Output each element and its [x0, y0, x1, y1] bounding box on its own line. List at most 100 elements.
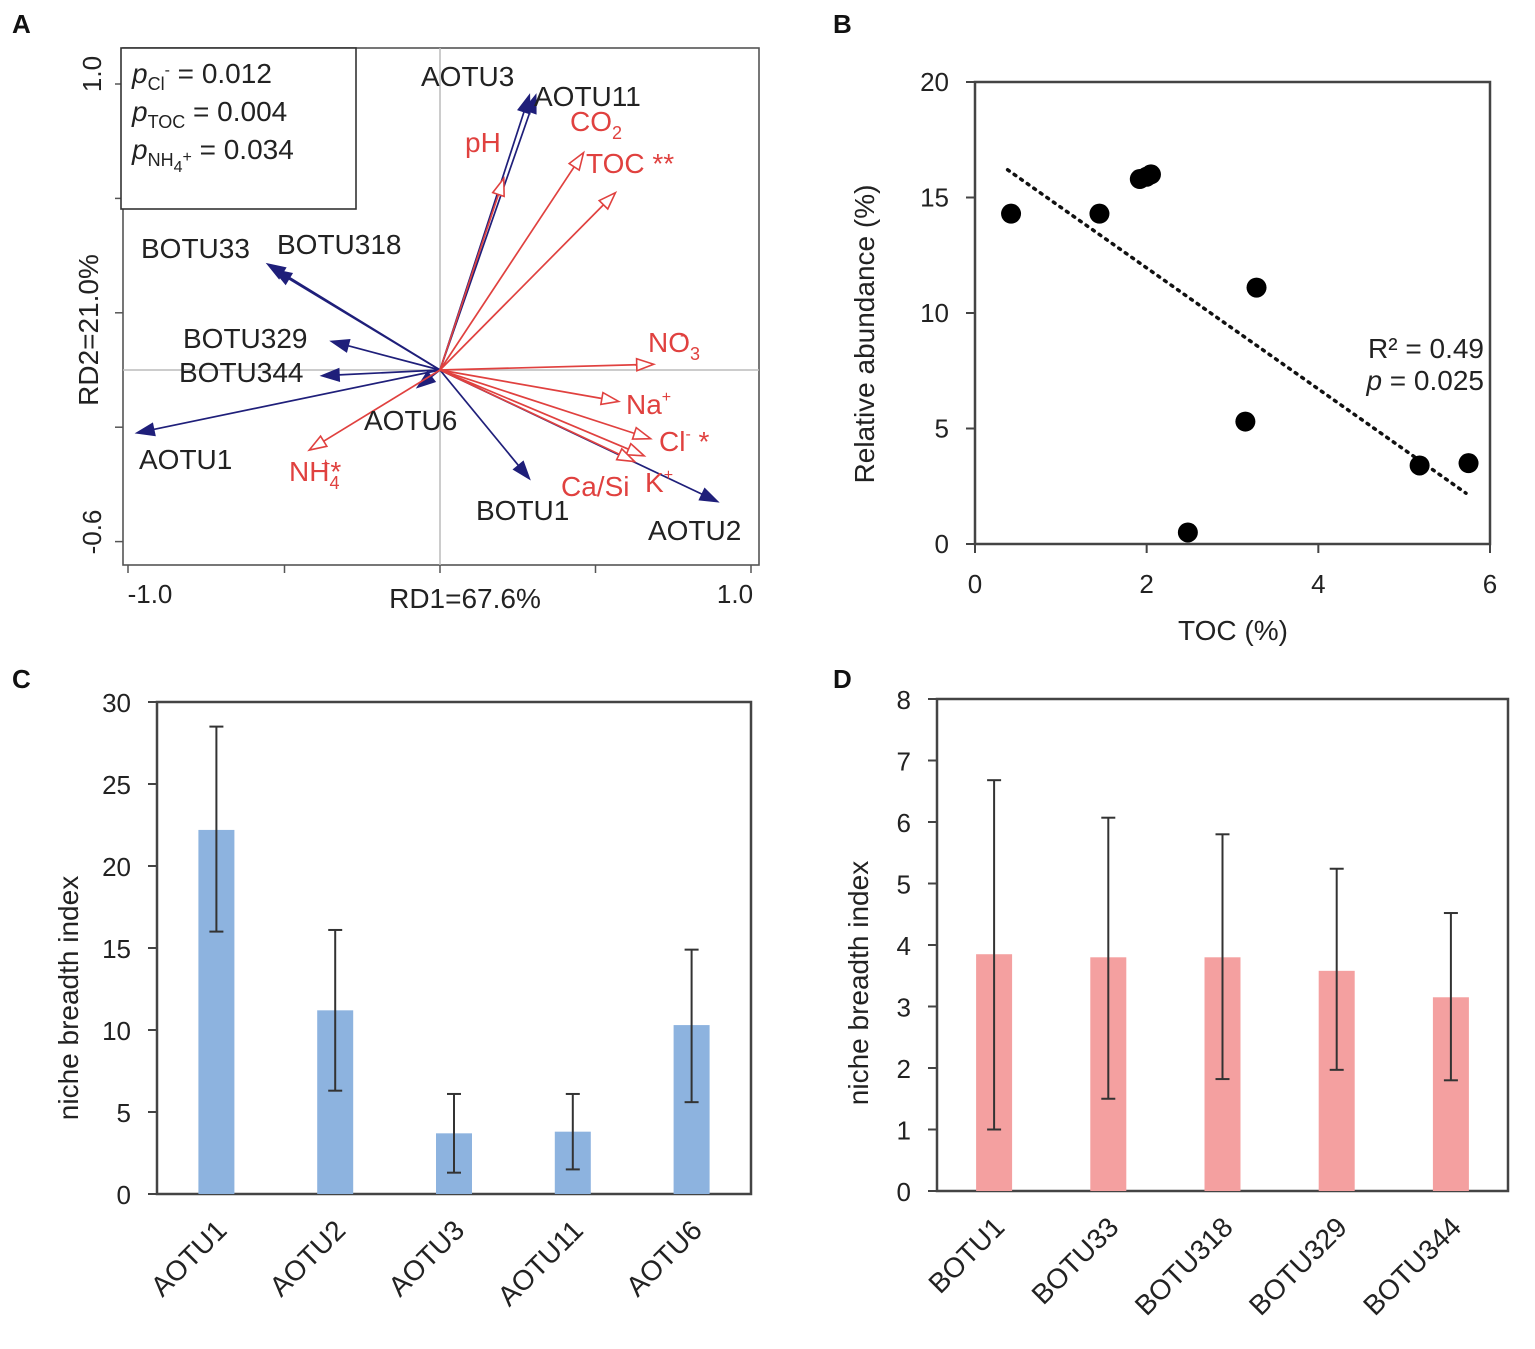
aotu-y-tick-label: 20 — [102, 852, 131, 882]
panel-label-a: A — [12, 9, 31, 39]
toc-scatter-plot: 0 2 4 6 0 5 10 15 20 R² = 0.49 p = 0.025 TOC (%)… — [849, 67, 1497, 646]
rda-biplot: pCl- = 0.012 pTOC = 0.004 pNH4+ = 0.034 … — [73, 47, 760, 614]
species-botu329-vector — [347, 344, 441, 371]
scatter-x-axis-label: TOC (%) — [1178, 615, 1288, 646]
botu-x-tick-label-botu1: BOTU1 — [922, 1211, 1010, 1299]
botu-y-tick-label: 0 — [897, 1177, 911, 1207]
species-aotu6-arrowhead — [415, 370, 437, 389]
rda-x-tick-min: -1.0 — [128, 579, 173, 609]
env-ph-vector — [439, 194, 500, 371]
species-label-aotu11: AOTU11 — [534, 81, 641, 112]
botu-bars: BOTU1 BOTU33 BOTU318 BOTU329 BOTU344 — [922, 779, 1469, 1321]
env-k-vector — [439, 369, 629, 450]
species-label-botu344: BOTU344 — [179, 357, 304, 388]
scatter-trendline — [1005, 168, 1468, 495]
env-ca-si-arrowhead — [615, 447, 637, 463]
species-botu1-arrowhead — [512, 460, 531, 481]
env-nh4-arrowhead — [307, 434, 329, 452]
rda-y-tick-max: 1.0 — [77, 56, 107, 92]
env-cl-vector — [439, 369, 635, 435]
env-label-na: Na+ — [626, 389, 671, 420]
aotu-y-tick-label: 0 — [117, 1180, 131, 1210]
aotu-y-tick-label: 15 — [102, 934, 131, 964]
env-co2-vector — [439, 166, 575, 371]
aotu-x-tick-label-aotu1: AOTU1 — [145, 1214, 233, 1302]
env-no3-arrowhead — [635, 357, 657, 372]
scatter-point — [1246, 277, 1267, 298]
env-nh4-vector — [323, 369, 441, 442]
species-botu329-arrowhead — [329, 339, 351, 353]
scatter-r2-annotation: R² = 0.49 — [1368, 333, 1484, 364]
env-label-ph: pH — [465, 127, 501, 158]
species-botu344-arrowhead — [319, 367, 341, 382]
species-label-aotu6: AOTU6 — [364, 405, 457, 436]
panel-label-d: D — [833, 664, 852, 694]
species-label-botu329: BOTU329 — [183, 323, 308, 354]
env-label-cl: Cl- * — [659, 426, 710, 457]
env-co2-arrowhead — [567, 150, 585, 172]
botu-axes: 0 1 2 3 4 5 6 7 8 — [897, 685, 937, 1207]
scatter-point — [1235, 411, 1256, 432]
env-na-arrowhead — [599, 391, 622, 406]
aotu-x-tick-label-aotu6: AOTU6 — [620, 1214, 708, 1302]
aotu-y-tick-label: 30 — [102, 688, 131, 718]
env-toc-vector — [439, 204, 605, 371]
aotu-bars: AOTU1 AOTU2 AOTU3 AOTU11 AOTU6 — [145, 725, 710, 1312]
env-label-no3: NO3- — [648, 327, 700, 364]
scatter-y-tick-label: 0 — [935, 529, 949, 559]
aotu-y-axis-label: niche breadth index — [53, 876, 84, 1120]
rda-stat-toc: pTOC = 0.004 — [131, 96, 287, 132]
botu-y-tick-label: 4 — [897, 931, 911, 961]
scatter-axes: 0 2 4 6 0 5 10 15 20 — [920, 67, 1497, 599]
rda-x-tick-max: 1.0 — [717, 579, 753, 609]
species-botu344-vector — [338, 369, 441, 376]
species-aotu11-arrowhead — [523, 93, 537, 115]
scatter-point — [1089, 203, 1110, 224]
species-aotu2-arrowhead — [698, 487, 720, 503]
species-aotu1-arrowhead — [134, 422, 156, 437]
aotu-axes: 0 5 10 15 20 25 30 — [102, 688, 157, 1210]
botu-y-tick-label: 6 — [897, 808, 911, 838]
scatter-x-tick-label: 0 — [968, 569, 982, 599]
species-aotu1-vector — [153, 369, 441, 431]
rda-vectors — [134, 93, 720, 503]
env-cl-arrowhead — [631, 426, 653, 440]
scatter-point — [1177, 522, 1198, 543]
rda-stat-nh4: pNH4+ = 0.034 — [131, 134, 294, 176]
species-label-botu33: BOTU33 — [141, 233, 250, 264]
scatter-x-tick-label: 6 — [1483, 569, 1497, 599]
scatter-plot-frame — [973, 80, 1492, 546]
env-label-co2: CO2 — [570, 106, 622, 143]
species-botu318-arrowhead — [272, 268, 294, 286]
rda-plot-frame — [122, 47, 760, 566]
species-label-aotu3: AOTU3 — [421, 61, 514, 92]
botu-y-tick-label: 7 — [897, 747, 911, 777]
env-toc-arrowhead — [597, 190, 618, 211]
scatter-x-tick-label: 2 — [1139, 569, 1153, 599]
botu-y-axis-label: niche breadth index — [843, 861, 874, 1105]
species-botu1-vector — [439, 369, 520, 467]
species-label-botu1: BOTU1 — [476, 495, 569, 526]
species-label-aotu2: AOTU2 — [648, 515, 741, 546]
botu-bar-chart: 0 1 2 3 4 5 6 7 8 BOTU1 BOTU33 BOTU318 BOTU329 BOTU3… — [843, 685, 1510, 1321]
scatter-point — [1140, 164, 1161, 185]
env-label-nh4: NH4+* — [289, 456, 341, 493]
scatter-y-tick-label: 10 — [920, 298, 949, 328]
species-botu318-vector — [288, 277, 441, 371]
botu-x-tick-label-botu33: BOTU33 — [1026, 1211, 1125, 1310]
env-no3-vector — [439, 363, 637, 371]
env-label-ca-si: Ca/Si — [561, 471, 629, 502]
aotu-x-tick-label-aotu11: AOTU11 — [492, 1214, 589, 1311]
scatter-points — [1001, 164, 1479, 543]
scatter-point — [1001, 203, 1022, 224]
env-ph-arrowhead — [491, 176, 505, 198]
env-k-arrowhead — [624, 442, 647, 457]
rda-y-tick-min: -0.6 — [77, 510, 107, 555]
botu-y-tick-label: 1 — [897, 1116, 911, 1146]
panel-label-c: C — [12, 664, 31, 694]
scatter-point — [1409, 455, 1430, 476]
botu-x-tick-label-botu318: BOTU318 — [1129, 1211, 1239, 1321]
botu-x-tick-label-botu344: BOTU344 — [1357, 1211, 1467, 1321]
